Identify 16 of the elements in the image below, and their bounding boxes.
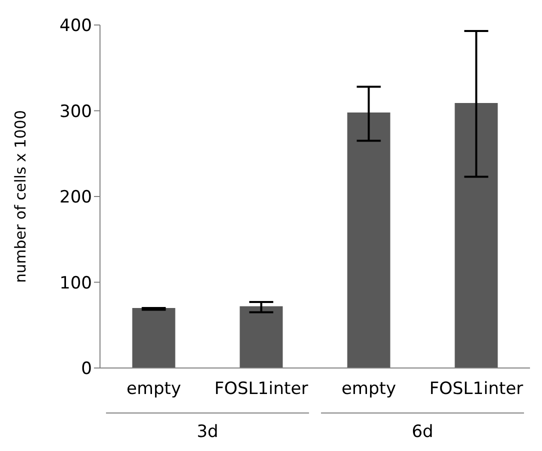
bar: [132, 308, 176, 368]
x-tick-label: empty: [341, 379, 396, 399]
x-tick-label: FOSL1inter: [429, 379, 524, 399]
y-tick-label: 100: [60, 273, 92, 294]
y-axis-title: number of cells x 1000: [11, 110, 30, 283]
x-tick-label: empty: [126, 379, 182, 399]
y-tick-label: 200: [60, 188, 92, 208]
bar: [347, 112, 390, 368]
text: 3d: [196, 422, 218, 442]
x-tick-label: FOSL1inter: [214, 379, 308, 399]
bar: [454, 103, 498, 368]
y-tick-label: 400: [60, 16, 92, 36]
y-tick-label: 0: [81, 359, 92, 380]
text: 6d: [412, 422, 434, 442]
bar: [240, 306, 283, 368]
y-tick-label: 300: [60, 102, 92, 122]
